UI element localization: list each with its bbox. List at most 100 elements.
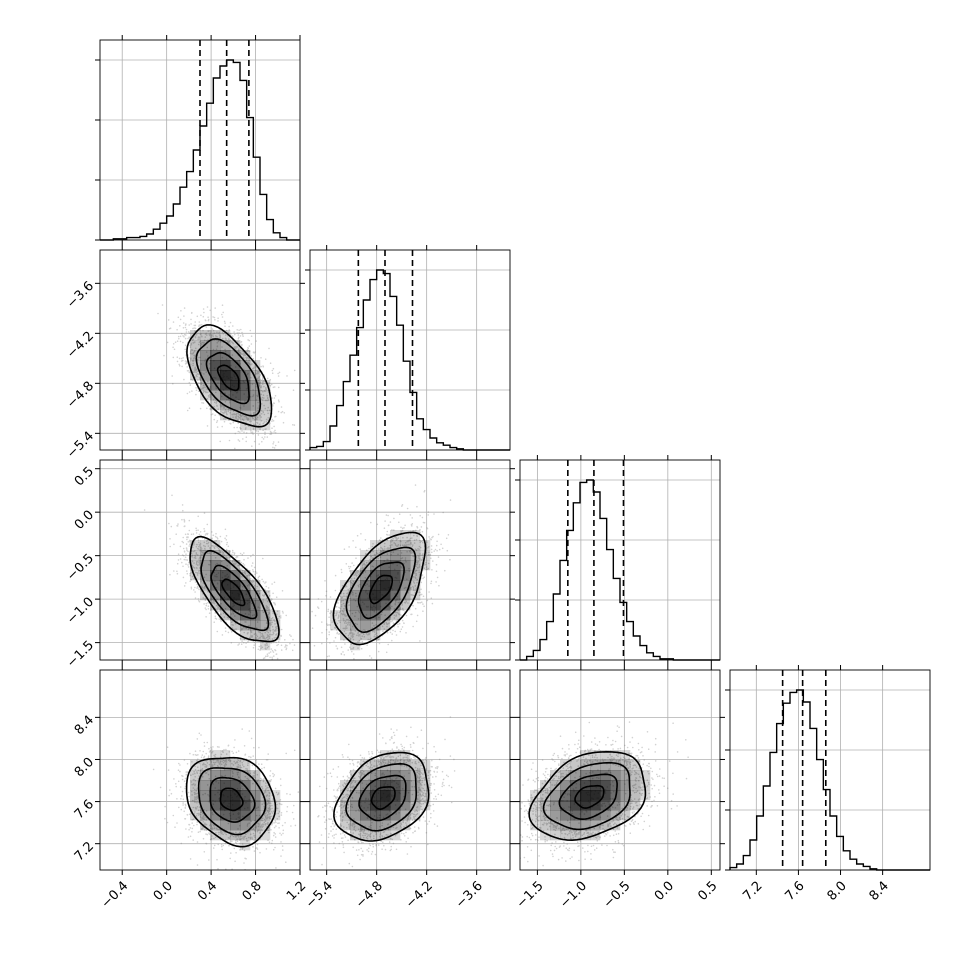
density-cell — [400, 570, 411, 581]
density-cell — [370, 800, 381, 811]
density-cell — [360, 590, 371, 601]
x-tick-label: 0.0 — [652, 879, 677, 904]
density-cell — [390, 550, 401, 561]
contour-level-0 — [370, 786, 396, 811]
density-cell — [350, 630, 361, 641]
density-cell — [200, 540, 211, 551]
density-cell — [360, 560, 371, 571]
density-cell — [340, 600, 351, 611]
density-cell — [380, 600, 391, 611]
density-cell — [250, 770, 261, 781]
y-tick-label: 8.0 — [72, 755, 97, 780]
density-cell — [220, 580, 231, 591]
scatter-panel-2-3 — [515, 665, 725, 875]
density-cell — [200, 780, 211, 791]
density-cell — [380, 780, 391, 791]
density-cell — [370, 810, 381, 821]
density-cell — [350, 570, 361, 581]
density-cell — [380, 620, 391, 631]
density-cell — [240, 600, 251, 611]
density-cell — [250, 390, 261, 401]
density-cell — [550, 820, 561, 831]
histogram-panel-1 — [305, 245, 511, 455]
density-cell — [380, 820, 391, 831]
density-cell — [230, 400, 241, 411]
density-cell — [190, 540, 201, 551]
density-cell — [230, 390, 241, 401]
density-cell — [240, 580, 251, 591]
contour-level-0 — [216, 364, 240, 392]
histogram-panel-3 — [725, 665, 931, 875]
density-cell — [560, 760, 571, 771]
density-cell — [550, 790, 561, 801]
density-cell — [230, 340, 241, 351]
density-cell — [410, 810, 421, 821]
density-cell — [420, 560, 431, 571]
density-cell — [390, 540, 401, 551]
contour-level-2 — [345, 546, 417, 634]
scatter-panel-0-2 — [95, 455, 305, 665]
density-cell — [390, 760, 401, 771]
density-cell — [250, 790, 261, 801]
density-cell — [580, 810, 591, 821]
density-cell — [220, 800, 231, 811]
density-cell — [260, 780, 271, 791]
panel-frame — [309, 459, 511, 661]
x-tick-label: −5.4 — [303, 879, 336, 912]
density-cell — [530, 820, 541, 831]
density-cell — [600, 800, 611, 811]
density-cell — [380, 830, 391, 841]
density-cell — [390, 830, 401, 841]
density-cell — [600, 760, 611, 771]
density-cell — [250, 630, 261, 641]
density-cell — [630, 790, 641, 801]
density-cell — [580, 830, 591, 841]
density-cell — [540, 820, 551, 831]
panel-frame — [99, 669, 301, 871]
density-cell — [390, 750, 401, 761]
density-cell — [400, 530, 411, 541]
density-cell — [350, 590, 361, 601]
density-cell — [260, 600, 271, 611]
density-cell — [210, 400, 221, 411]
density-cell — [210, 810, 221, 821]
density-cell — [190, 370, 201, 381]
density-cell — [210, 590, 221, 601]
density-cell — [420, 780, 431, 791]
contour-level-1 — [357, 561, 405, 620]
density-cell — [240, 610, 251, 621]
density-cell — [340, 620, 351, 631]
density-cell — [590, 760, 601, 771]
panel-content — [143, 494, 296, 660]
density-cell — [220, 600, 231, 611]
density-cell — [550, 810, 561, 821]
density-cell — [400, 560, 411, 571]
density-cell — [240, 760, 251, 771]
panel-background — [310, 250, 510, 450]
density-cell — [600, 810, 611, 821]
y-tick-label: 7.6 — [72, 797, 97, 822]
density-cell — [560, 820, 571, 831]
density-cell — [210, 360, 221, 371]
x-tick-label: −1.5 — [514, 879, 547, 912]
density-cell — [190, 330, 201, 341]
density-cell — [220, 560, 231, 571]
density-cell — [210, 760, 221, 771]
density-cell — [360, 580, 371, 591]
density-cell — [260, 640, 271, 651]
density-cell — [600, 780, 611, 791]
density-cell — [360, 570, 371, 581]
density-cell — [230, 370, 241, 381]
panel-content — [152, 728, 300, 870]
density-cell — [570, 790, 581, 801]
density-cell — [370, 620, 381, 631]
density-cell — [210, 780, 221, 791]
density-cell — [360, 620, 371, 631]
density-cell — [190, 790, 201, 801]
density-cell — [240, 620, 251, 631]
density-cell — [220, 820, 231, 831]
density-cell — [600, 750, 611, 761]
density-cell — [340, 590, 351, 601]
density-cell — [370, 600, 381, 611]
panel-background — [520, 460, 720, 660]
